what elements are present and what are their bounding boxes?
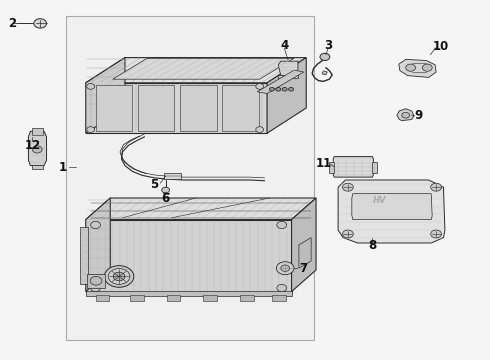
Polygon shape — [333, 157, 373, 177]
Polygon shape — [322, 71, 327, 75]
Polygon shape — [299, 238, 311, 268]
Text: 4: 4 — [280, 39, 288, 51]
Polygon shape — [180, 85, 217, 131]
Text: 12: 12 — [24, 139, 41, 152]
Circle shape — [270, 87, 274, 91]
Polygon shape — [32, 128, 43, 135]
Circle shape — [104, 266, 134, 287]
Circle shape — [91, 284, 100, 292]
Circle shape — [343, 230, 353, 238]
Polygon shape — [338, 180, 445, 243]
Polygon shape — [86, 58, 306, 83]
Polygon shape — [203, 295, 217, 301]
Polygon shape — [240, 295, 254, 301]
Circle shape — [162, 187, 170, 193]
Polygon shape — [352, 194, 432, 220]
Polygon shape — [86, 291, 292, 296]
Circle shape — [406, 64, 416, 71]
Text: 5: 5 — [150, 178, 158, 191]
Circle shape — [281, 265, 290, 271]
Text: 11: 11 — [315, 157, 332, 170]
Circle shape — [32, 146, 42, 153]
Circle shape — [90, 276, 102, 285]
Polygon shape — [272, 295, 286, 301]
Polygon shape — [28, 131, 47, 166]
Polygon shape — [372, 162, 377, 173]
Polygon shape — [87, 274, 105, 288]
Circle shape — [87, 84, 95, 89]
Circle shape — [402, 112, 410, 118]
Circle shape — [343, 183, 353, 191]
Polygon shape — [397, 109, 414, 121]
Circle shape — [87, 127, 95, 132]
Polygon shape — [113, 58, 294, 79]
Circle shape — [108, 269, 130, 284]
Circle shape — [277, 221, 287, 229]
Polygon shape — [267, 58, 306, 133]
Circle shape — [256, 84, 264, 89]
Circle shape — [282, 87, 287, 91]
Circle shape — [256, 127, 264, 132]
Polygon shape — [86, 198, 316, 220]
Polygon shape — [86, 58, 125, 133]
Circle shape — [277, 284, 287, 292]
Text: 6: 6 — [161, 192, 169, 205]
Polygon shape — [96, 85, 132, 131]
Bar — [66, 16, 314, 340]
Polygon shape — [86, 220, 292, 292]
Polygon shape — [86, 198, 110, 292]
Polygon shape — [86, 83, 267, 133]
Polygon shape — [257, 70, 304, 94]
Text: 7: 7 — [299, 262, 307, 275]
Circle shape — [289, 87, 294, 91]
Circle shape — [320, 53, 330, 60]
Polygon shape — [96, 295, 109, 301]
Polygon shape — [164, 173, 181, 179]
Polygon shape — [167, 295, 180, 301]
Circle shape — [34, 19, 47, 28]
Text: 3: 3 — [324, 39, 332, 51]
Polygon shape — [138, 85, 174, 131]
Text: 1: 1 — [59, 161, 67, 174]
Text: HV: HV — [372, 197, 386, 206]
Polygon shape — [399, 59, 436, 77]
Polygon shape — [329, 162, 334, 173]
Polygon shape — [32, 165, 43, 169]
Circle shape — [431, 230, 441, 238]
Circle shape — [113, 272, 125, 281]
Circle shape — [431, 183, 441, 191]
Polygon shape — [80, 227, 88, 284]
Polygon shape — [130, 295, 144, 301]
Circle shape — [276, 87, 281, 91]
Text: 10: 10 — [433, 40, 449, 53]
Text: 2: 2 — [8, 17, 16, 30]
Polygon shape — [292, 198, 316, 292]
Polygon shape — [278, 61, 298, 76]
Text: 9: 9 — [415, 109, 423, 122]
Circle shape — [422, 64, 432, 71]
Polygon shape — [278, 75, 298, 78]
Polygon shape — [222, 85, 259, 131]
Circle shape — [276, 262, 294, 275]
Text: 8: 8 — [368, 239, 376, 252]
Circle shape — [91, 221, 100, 229]
